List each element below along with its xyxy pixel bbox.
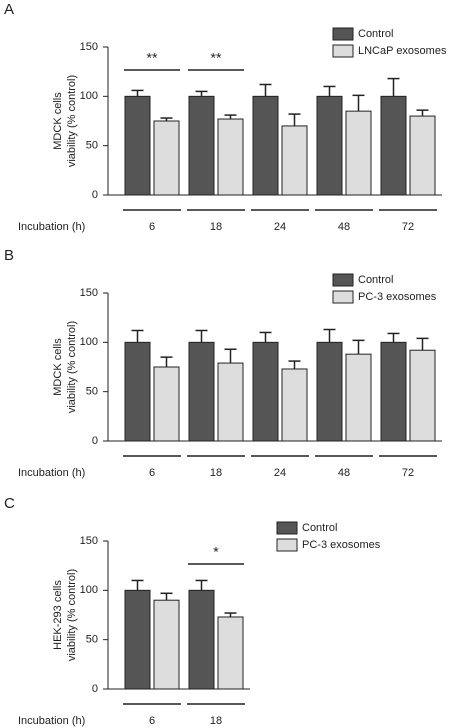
bar bbox=[252, 341, 279, 442]
x-axis-label: Incubation (h) bbox=[18, 221, 85, 233]
bar bbox=[124, 341, 151, 442]
x-tick-label: 24 bbox=[274, 467, 286, 479]
legend-swatch bbox=[332, 273, 354, 287]
legend-swatch bbox=[276, 521, 298, 535]
x-tick-label: 18 bbox=[210, 221, 222, 233]
x-axis-label: Incubation (h) bbox=[18, 715, 85, 727]
panel-label: A bbox=[4, 1, 14, 18]
bar bbox=[345, 353, 372, 442]
bar bbox=[153, 599, 180, 690]
legend-label: Control bbox=[358, 28, 393, 40]
x-tick-label: 6 bbox=[149, 467, 155, 479]
x-tick-label: 72 bbox=[402, 221, 414, 233]
bar bbox=[316, 95, 343, 196]
x-tick-label: 48 bbox=[338, 221, 350, 233]
y-tick-label: 50 bbox=[86, 634, 98, 646]
significance-label: ** bbox=[211, 50, 222, 66]
bar bbox=[153, 120, 180, 196]
legend-swatch bbox=[332, 290, 354, 304]
significance-label: ** bbox=[147, 50, 158, 66]
bar bbox=[217, 616, 244, 690]
y-tick-label: 50 bbox=[86, 140, 98, 152]
legend-swatch bbox=[332, 27, 354, 41]
bar bbox=[124, 95, 151, 196]
bar bbox=[188, 95, 215, 196]
y-axis-label: viability (% control) bbox=[66, 569, 78, 661]
bar bbox=[409, 349, 436, 442]
bar bbox=[281, 125, 308, 196]
x-tick-label: 48 bbox=[338, 467, 350, 479]
legend-label: PC-3 exosomes bbox=[302, 539, 381, 551]
y-axis-label: HEK-293 cells bbox=[52, 580, 64, 650]
bar bbox=[252, 95, 279, 196]
bar bbox=[188, 589, 215, 690]
y-tick-label: 150 bbox=[80, 287, 98, 299]
y-tick-label: 0 bbox=[92, 189, 98, 201]
panel-label: B bbox=[4, 247, 14, 264]
y-axis-label: viability (% control) bbox=[66, 75, 78, 167]
x-tick-label: 72 bbox=[402, 467, 414, 479]
bar bbox=[316, 341, 343, 442]
significance-label: * bbox=[213, 544, 219, 560]
y-tick-label: 150 bbox=[80, 535, 98, 547]
y-tick-label: 150 bbox=[80, 41, 98, 53]
y-axis-label: MDCK cells bbox=[52, 92, 64, 150]
bar bbox=[345, 110, 372, 196]
bar bbox=[217, 362, 244, 442]
bar bbox=[153, 366, 180, 442]
legend-label: PC-3 exosomes bbox=[358, 291, 437, 303]
y-axis-label: viability (% control) bbox=[66, 321, 78, 413]
panel-label: C bbox=[4, 495, 15, 512]
x-tick-label: 6 bbox=[149, 221, 155, 233]
y-tick-label: 100 bbox=[80, 584, 98, 596]
x-tick-label: 18 bbox=[210, 467, 222, 479]
x-tick-label: 18 bbox=[210, 715, 222, 727]
bar bbox=[281, 368, 308, 442]
y-axis-label: MDCK cells bbox=[52, 338, 64, 396]
x-tick-label: 6 bbox=[149, 715, 155, 727]
x-axis-label: Incubation (h) bbox=[18, 467, 85, 479]
y-tick-label: 0 bbox=[92, 435, 98, 447]
legend-swatch bbox=[332, 44, 354, 58]
legend-label: LNCaP exosomes bbox=[358, 45, 447, 57]
legend-swatch bbox=[276, 538, 298, 552]
legend-label: Control bbox=[302, 522, 337, 534]
bar bbox=[124, 589, 151, 690]
bar bbox=[188, 341, 215, 442]
legend-label: Control bbox=[358, 274, 393, 286]
bar bbox=[409, 115, 436, 196]
x-tick-label: 24 bbox=[274, 221, 286, 233]
y-tick-label: 0 bbox=[92, 683, 98, 695]
bar bbox=[380, 341, 407, 442]
y-tick-label: 100 bbox=[80, 336, 98, 348]
y-tick-label: 100 bbox=[80, 90, 98, 102]
y-tick-label: 50 bbox=[86, 386, 98, 398]
bar bbox=[380, 95, 407, 196]
bar bbox=[217, 118, 244, 196]
